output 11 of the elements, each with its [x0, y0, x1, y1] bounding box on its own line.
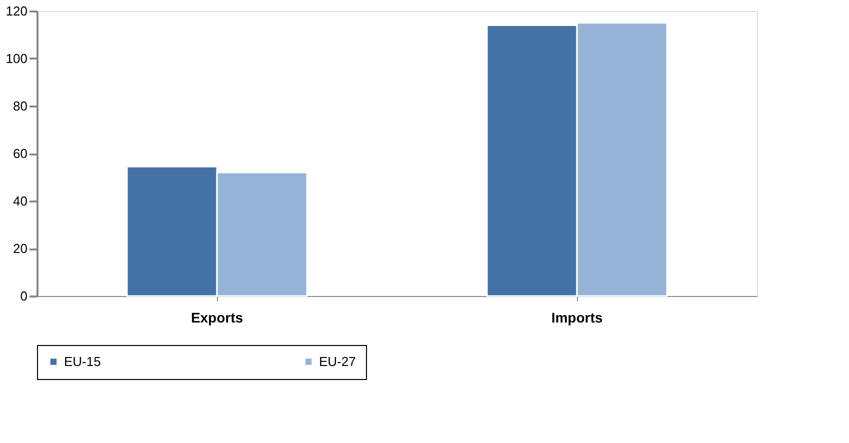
y-tick-label: 120	[6, 4, 28, 18]
x-tick-label: Imports	[551, 310, 603, 326]
legend-label: EU-27	[319, 354, 356, 369]
y-tick-label: 0	[20, 288, 28, 304]
x-tick-label: Exports	[190, 310, 244, 326]
y-tick-label: 60	[13, 146, 28, 161]
y-tick-label: 40	[13, 194, 28, 208]
legend-label: EU-15	[64, 354, 101, 369]
y-tick-label: 100	[6, 51, 28, 66]
y-tick-label: 80	[13, 98, 28, 114]
y-tick-label: 20	[13, 241, 28, 256]
